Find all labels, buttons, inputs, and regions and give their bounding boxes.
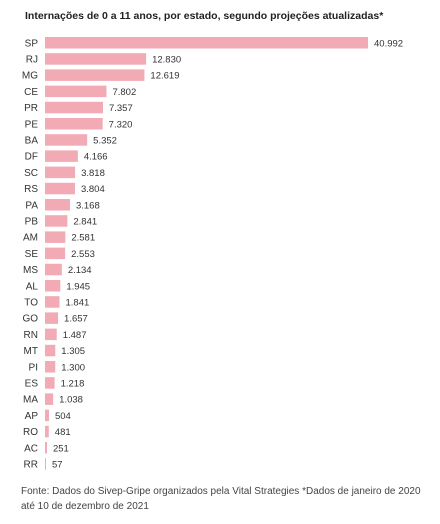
- bar-chart: SP 40.992 RJ 12.830 MG 12.619 CE 7.802 PR 7.357 PE…: [22, 37, 403, 470]
- category-label: GO: [22, 314, 38, 325]
- value-label: 40.992: [374, 38, 403, 49]
- category-label: RO: [23, 427, 38, 438]
- bar: [45, 118, 103, 130]
- value-label: 3.168: [76, 200, 100, 211]
- category-label: MG: [22, 71, 38, 82]
- value-label: 1.657: [64, 314, 88, 325]
- bar: [45, 312, 59, 324]
- category-label: AC: [24, 443, 38, 454]
- category-label: SC: [24, 168, 38, 179]
- category-label: ES: [25, 378, 39, 389]
- bar: [45, 134, 88, 146]
- value-label: 57: [52, 459, 63, 470]
- category-label: RN: [24, 330, 38, 341]
- category-label: PA: [25, 200, 38, 211]
- value-label: 2.134: [68, 265, 92, 276]
- source-note: Fonte: Dados do Sivep-Gripe organizados …: [21, 486, 421, 512]
- value-label: 2.553: [71, 249, 95, 260]
- value-label: 1.038: [59, 395, 83, 406]
- value-label: 3.804: [81, 184, 105, 195]
- bar: [45, 37, 368, 49]
- value-label: 3.818: [81, 168, 105, 179]
- category-label: TO: [24, 297, 38, 308]
- value-label: 1.218: [61, 378, 85, 389]
- category-label: AL: [26, 281, 39, 292]
- bar: [45, 442, 47, 454]
- value-label: 1.300: [61, 362, 85, 373]
- category-label: DF: [25, 152, 38, 163]
- bar: [45, 199, 70, 211]
- category-label: PE: [25, 119, 39, 130]
- value-label: 5.352: [93, 135, 117, 146]
- bar: [45, 215, 68, 227]
- bar: [45, 85, 107, 98]
- bar: [45, 328, 57, 341]
- category-label: MS: [23, 265, 38, 276]
- category-label: AP: [25, 411, 39, 422]
- category-label: RR: [24, 459, 38, 470]
- value-label: 1.945: [66, 281, 90, 292]
- value-label: 504: [55, 411, 71, 422]
- bar: [45, 263, 62, 276]
- chart-title: Internações de 0 a 11 anos, por estado, …: [25, 10, 384, 22]
- value-label: 7.320: [109, 119, 133, 130]
- bar: [45, 393, 54, 405]
- bar: [45, 150, 78, 162]
- bar: [45, 409, 49, 422]
- value-label: 2.581: [71, 233, 95, 244]
- value-label: 7.802: [112, 87, 136, 98]
- bar: [45, 247, 66, 260]
- bar: [45, 344, 56, 357]
- bar: [45, 280, 61, 292]
- value-label: 251: [53, 443, 69, 454]
- category-label: AM: [23, 233, 38, 244]
- category-label: SE: [25, 249, 39, 260]
- category-label: RS: [24, 184, 38, 195]
- bar: [45, 69, 145, 81]
- category-label: PR: [24, 103, 38, 114]
- category-label: BA: [25, 135, 39, 146]
- value-label: 12.830: [152, 54, 181, 65]
- bar: [45, 296, 60, 308]
- bar: [45, 101, 103, 114]
- value-label: 1.487: [63, 330, 87, 341]
- value-label: 7.357: [109, 103, 133, 114]
- value-label: 1.305: [61, 346, 85, 357]
- value-label: 481: [55, 427, 71, 438]
- bar: [45, 377, 55, 389]
- bar: [45, 425, 49, 438]
- category-label: SP: [25, 38, 39, 49]
- bar: [45, 166, 76, 179]
- category-label: RJ: [26, 54, 38, 65]
- bar: [45, 182, 75, 195]
- category-label: MT: [24, 346, 38, 357]
- bar: [45, 53, 147, 65]
- value-label: 12.619: [150, 71, 179, 82]
- category-label: PI: [29, 362, 38, 373]
- value-label: 1.841: [66, 297, 90, 308]
- value-label: 2.841: [73, 216, 97, 227]
- bar: [45, 458, 46, 470]
- category-label: MA: [23, 395, 38, 406]
- bar: [45, 231, 66, 243]
- category-label: CE: [24, 87, 38, 98]
- bar: [45, 361, 56, 373]
- value-label: 4.166: [84, 152, 108, 163]
- category-label: PB: [25, 216, 39, 227]
